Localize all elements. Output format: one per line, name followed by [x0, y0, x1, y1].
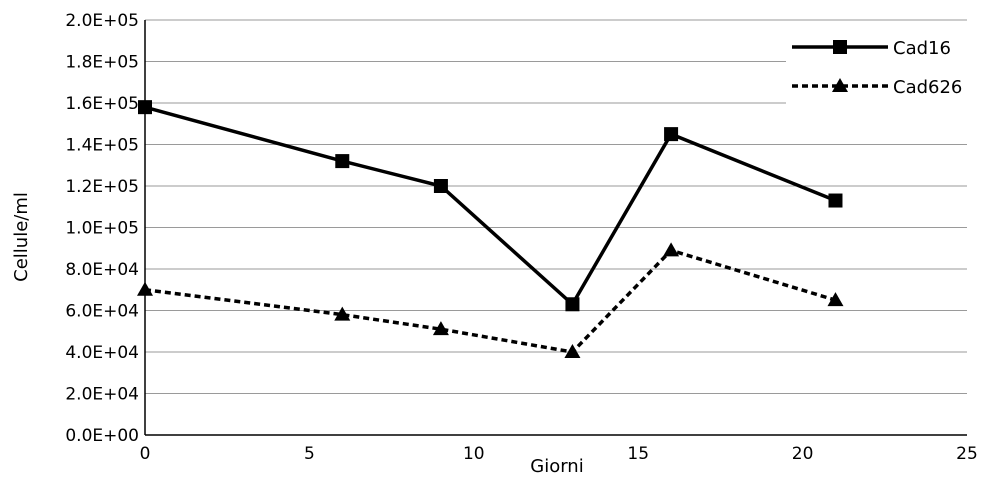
- data-point: [664, 127, 679, 142]
- data-point: [827, 292, 844, 307]
- data-point: [565, 297, 580, 312]
- y-tick-label: 8.0E+04: [65, 260, 139, 280]
- x-tick-label: 10: [463, 444, 485, 464]
- data-point: [335, 154, 350, 169]
- series-layer: [137, 100, 844, 358]
- y-tick-label: 1.4E+05: [65, 136, 139, 156]
- y-tick-label: 1.2E+05: [65, 177, 139, 197]
- data-point: [663, 242, 680, 257]
- data-point: [564, 344, 581, 358]
- series-line: [144, 105, 837, 308]
- y-tick-label: 1.6E+05: [65, 94, 139, 114]
- x-tick-label: 0: [140, 444, 151, 464]
- series-cad626: [137, 242, 844, 358]
- x-tick-labels: 0 5 10 15 20 25: [140, 444, 978, 464]
- series-line: [144, 248, 836, 354]
- data-point: [137, 281, 153, 296]
- legend-label: Cad626: [893, 77, 962, 98]
- data-point: [828, 193, 843, 208]
- data-point: [432, 321, 449, 336]
- y-tick-label: 1.0E+05: [65, 219, 139, 239]
- legend-marker: [833, 40, 847, 54]
- y-tick-label: 1.8E+05: [65, 53, 139, 73]
- x-tick-label: 25: [956, 444, 978, 464]
- x-tick-label: 15: [627, 444, 649, 464]
- y-tick-label: 0.0E+00: [65, 426, 139, 446]
- data-point: [334, 306, 351, 321]
- x-tick-label: 5: [304, 444, 315, 464]
- legend: Cad16 Cad626: [792, 38, 962, 98]
- legend-label: Cad16: [893, 38, 951, 59]
- axes: [144, 20, 967, 436]
- data-point: [138, 100, 152, 115]
- y-axis-title: Cellule/ml: [11, 192, 32, 282]
- legend-background: [786, 26, 981, 106]
- y-tick-label: 2.0E+05: [65, 11, 139, 31]
- series-cad16: [138, 100, 843, 312]
- y-tick-label: 4.0E+04: [65, 343, 139, 363]
- x-tick-label: 20: [792, 444, 814, 464]
- y-tick-labels: 0.0E+00 2.0E+04 4.0E+04 6.0E+04 8.0E+04 1.0E+…: [65, 11, 139, 446]
- data-point: [433, 179, 448, 193]
- y-tick-label: 6.0E+04: [65, 302, 139, 322]
- y-tick-label: 2.0E+04: [65, 385, 139, 405]
- x-axis-title: Giorni: [530, 456, 583, 477]
- legend-marker: [832, 78, 848, 92]
